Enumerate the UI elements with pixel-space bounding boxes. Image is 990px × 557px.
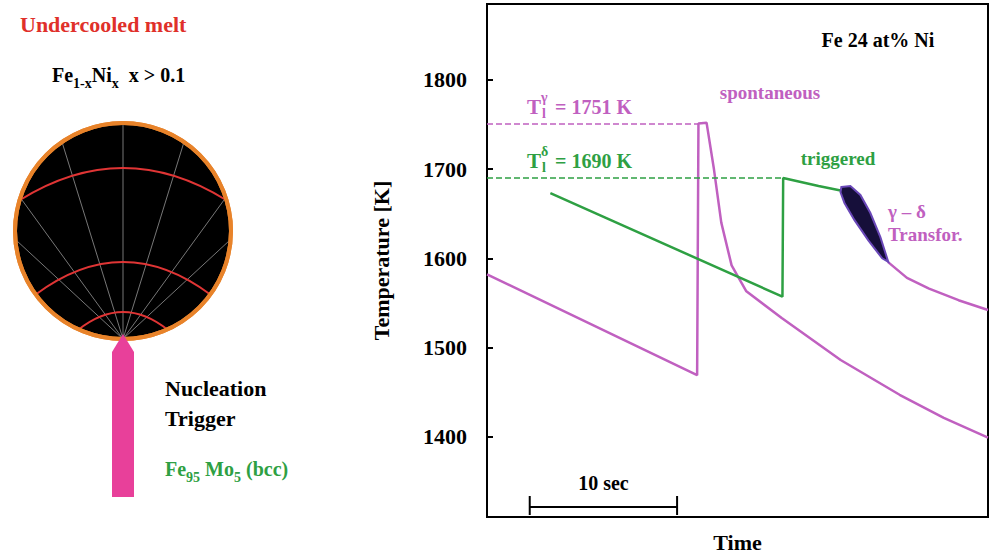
svg-text:Fe1-xNix x > 0.1: Fe1-xNix x > 0.1 [52,64,185,91]
svg-text:T: T [527,95,541,119]
svg-text:spontaneous: spontaneous [720,82,820,103]
svg-text:Trigger: Trigger [165,406,236,431]
svg-text:δ: δ [541,144,548,159]
svg-text:l: l [542,106,546,121]
svg-text:= 1690 K: = 1690 K [555,150,632,172]
svg-text:Undercooled melt: Undercooled melt [20,12,187,37]
svg-text:= 1751 K: = 1751 K [555,96,632,118]
svg-text:triggered: triggered [801,148,876,169]
svg-text:1500: 1500 [423,335,467,360]
svg-text:1700: 1700 [423,157,467,182]
svg-text:γ – δ: γ – δ [887,201,926,222]
svg-text:1800: 1800 [423,67,467,92]
svg-text:Temperature [K]: Temperature [K] [369,181,394,340]
svg-text:1600: 1600 [423,246,467,271]
svg-text:Fe 24 at% Ni: Fe 24 at% Ni [822,29,935,51]
svg-text:Fe95 Mo5 (bcc): Fe95 Mo5 (bcc) [165,458,288,485]
svg-text:l: l [542,160,546,175]
svg-text:Nucleation: Nucleation [165,376,266,401]
svg-text:Time: Time [713,530,762,555]
svg-text:10 sec: 10 sec [578,472,629,494]
svg-text:1400: 1400 [423,424,467,449]
svg-text:Transfor.: Transfor. [888,224,962,245]
svg-text:T: T [527,149,541,173]
svg-text:γ: γ [540,90,548,105]
